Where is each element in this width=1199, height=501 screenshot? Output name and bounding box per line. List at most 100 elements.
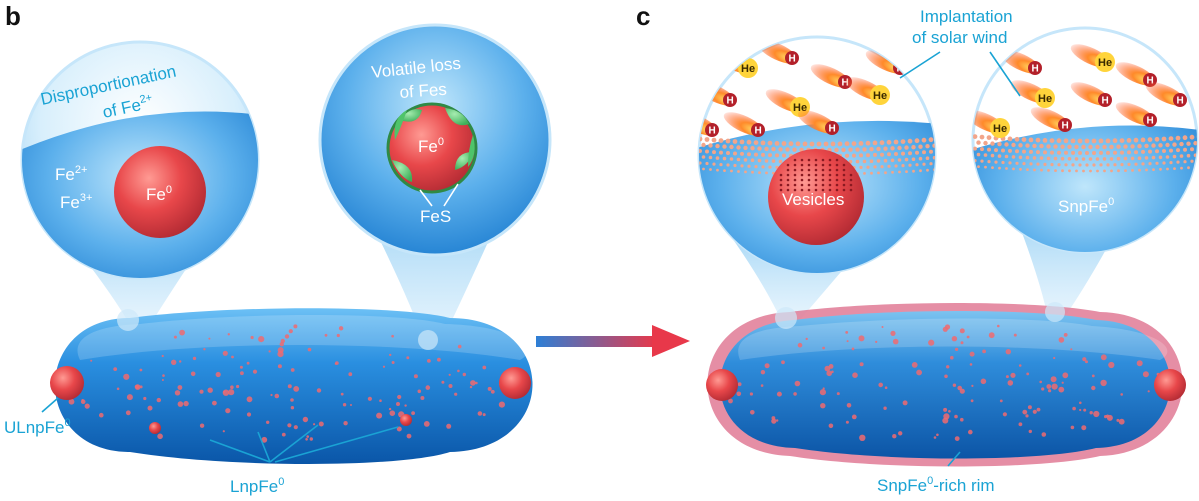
rim-particle xyxy=(1078,163,1082,167)
nanoparticle-dot xyxy=(99,412,104,418)
rim-particle xyxy=(1043,150,1047,155)
rim-particle xyxy=(1088,157,1093,161)
nanoparticle-dot xyxy=(343,421,348,426)
rim-particle xyxy=(922,150,926,155)
rim-particle xyxy=(747,164,751,168)
nanoparticle-dot xyxy=(498,401,505,408)
nanoparticle-dot xyxy=(820,403,826,409)
nanoparticle-dot xyxy=(240,371,244,376)
rim-particle xyxy=(914,138,920,144)
rim-particle xyxy=(872,140,878,146)
nanoparticle-dot xyxy=(423,421,430,427)
lnp-pointer xyxy=(209,424,399,463)
nanoparticle-dot xyxy=(406,433,412,439)
rim-particle xyxy=(1119,138,1125,144)
implantation-pointer xyxy=(899,51,1021,97)
rim-particle xyxy=(1110,169,1113,173)
rim-particle xyxy=(1001,148,1005,153)
nanoparticle-dot xyxy=(1018,364,1022,367)
rim-particle xyxy=(792,147,797,152)
nanoparticle-dot xyxy=(997,324,1000,328)
rim-particle xyxy=(915,163,919,167)
rim-particle xyxy=(736,157,741,162)
nanoparticle-dot xyxy=(336,333,340,338)
rim-particle xyxy=(765,171,768,175)
nanoparticle-dot xyxy=(313,423,316,426)
nanoparticle-dot xyxy=(1005,375,1009,379)
rim-particle xyxy=(1109,144,1114,150)
rim-particle xyxy=(778,159,783,164)
nanoparticle-dot xyxy=(391,334,394,338)
svg-text:H: H xyxy=(1062,121,1069,132)
rim-particle xyxy=(1173,167,1176,171)
nanoparticle-dot xyxy=(236,384,240,389)
rim-particle xyxy=(884,171,887,175)
rim-particle xyxy=(901,151,905,156)
rim-particle xyxy=(774,141,780,146)
rim-particle xyxy=(1120,150,1124,155)
rim-particle xyxy=(1148,149,1152,154)
vesicle-dot xyxy=(779,188,783,192)
nanoparticle-dot xyxy=(389,410,396,417)
rim-particle xyxy=(705,161,709,166)
rim-particle xyxy=(848,147,853,152)
cone-bubble-c1 xyxy=(775,307,797,329)
nanoparticle-dot xyxy=(258,336,265,343)
fes-label: FeS xyxy=(420,207,451,226)
rim-particle xyxy=(1068,169,1071,173)
nanoparticle-dot xyxy=(968,429,973,435)
hydrogen-ion-icon: H xyxy=(1145,82,1187,107)
rim-particle xyxy=(987,160,991,164)
vesicle-dot xyxy=(793,163,797,167)
rim-particle xyxy=(1061,169,1064,173)
rim-particle xyxy=(1187,166,1190,170)
nanoparticle-dot xyxy=(287,423,292,428)
rim-particle xyxy=(743,145,748,151)
ulnpfe0-particle-c-left xyxy=(706,369,738,401)
vesicle-dot xyxy=(849,178,853,182)
rim-particle xyxy=(936,149,940,153)
rim-particle xyxy=(799,147,804,152)
rim-particle xyxy=(1047,169,1050,172)
rim-particle xyxy=(991,166,994,170)
rim-particle xyxy=(918,144,923,149)
rim-particle xyxy=(1056,138,1062,144)
rim-particle xyxy=(1060,156,1065,161)
nanoparticle-dot xyxy=(944,374,948,379)
rim-particle xyxy=(1183,160,1187,164)
rim-particle xyxy=(998,166,1001,170)
rim-particle xyxy=(901,164,905,168)
vesicle-dot xyxy=(814,168,818,172)
svg-text:H: H xyxy=(755,126,762,137)
vesicle-dot xyxy=(849,188,853,192)
vesicle-dot xyxy=(814,173,818,177)
rim-particle xyxy=(1014,136,1020,142)
nanoparticle-dot xyxy=(898,431,903,436)
rim-particle xyxy=(1172,154,1177,159)
rim-particle xyxy=(1095,144,1100,150)
nanoparticle-dot xyxy=(342,403,347,407)
zoom-bubble-volatile-loss xyxy=(318,23,552,257)
rim-particle xyxy=(754,165,758,169)
rim-particle xyxy=(809,141,815,147)
nanoparticle-dot xyxy=(824,365,831,372)
nanoparticle-dot xyxy=(1091,385,1096,391)
rim-particle xyxy=(886,139,892,145)
rim-particle xyxy=(1105,138,1111,144)
rim-particle xyxy=(1127,150,1131,155)
vesicle-dot xyxy=(842,183,846,187)
nanoparticle-dot xyxy=(179,360,182,363)
rim-particle xyxy=(1123,144,1128,149)
vesicle-dot xyxy=(807,158,811,162)
nanoparticle-dot xyxy=(1108,361,1115,369)
rim-particle xyxy=(936,137,941,142)
nanoparticle-dot xyxy=(1005,349,1011,355)
rim-particle xyxy=(785,147,790,152)
rim-particle xyxy=(845,153,849,158)
rim-particle xyxy=(890,146,895,151)
rim-particle xyxy=(1071,150,1075,155)
nanoparticle-dot xyxy=(982,349,986,354)
nanoparticle-dot xyxy=(116,387,120,391)
rim-particle xyxy=(851,141,857,147)
nanoparticle-dot xyxy=(828,423,834,429)
